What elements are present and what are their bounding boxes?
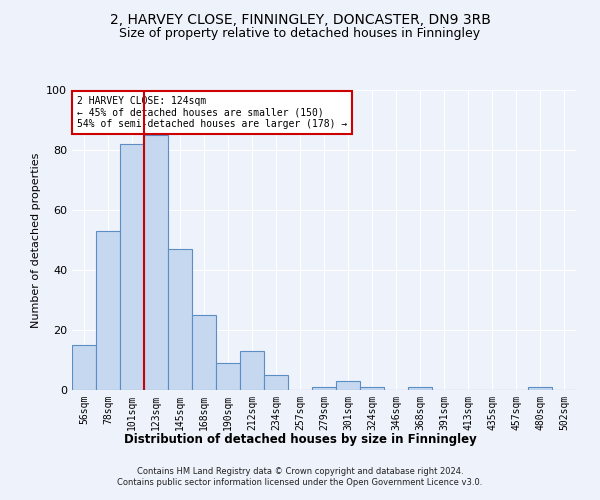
Text: 2 HARVEY CLOSE: 124sqm
← 45% of detached houses are smaller (150)
54% of semi-de: 2 HARVEY CLOSE: 124sqm ← 45% of detached…: [77, 96, 347, 129]
Bar: [408, 387, 432, 390]
Bar: [120, 144, 144, 390]
Bar: [312, 387, 336, 390]
Bar: [264, 375, 288, 390]
Bar: [144, 135, 168, 390]
Bar: [528, 387, 552, 390]
Bar: [72, 345, 96, 390]
Bar: [240, 351, 264, 390]
Bar: [336, 381, 360, 390]
Bar: [168, 249, 192, 390]
Y-axis label: Number of detached properties: Number of detached properties: [31, 152, 41, 328]
Text: 2, HARVEY CLOSE, FINNINGLEY, DONCASTER, DN9 3RB: 2, HARVEY CLOSE, FINNINGLEY, DONCASTER, …: [110, 12, 490, 26]
Bar: [192, 315, 216, 390]
Text: Distribution of detached houses by size in Finningley: Distribution of detached houses by size …: [124, 432, 476, 446]
Bar: [96, 231, 120, 390]
Bar: [360, 387, 384, 390]
Bar: [216, 363, 240, 390]
Text: Contains HM Land Registry data © Crown copyright and database right 2024.
Contai: Contains HM Land Registry data © Crown c…: [118, 468, 482, 487]
Text: Size of property relative to detached houses in Finningley: Size of property relative to detached ho…: [119, 28, 481, 40]
